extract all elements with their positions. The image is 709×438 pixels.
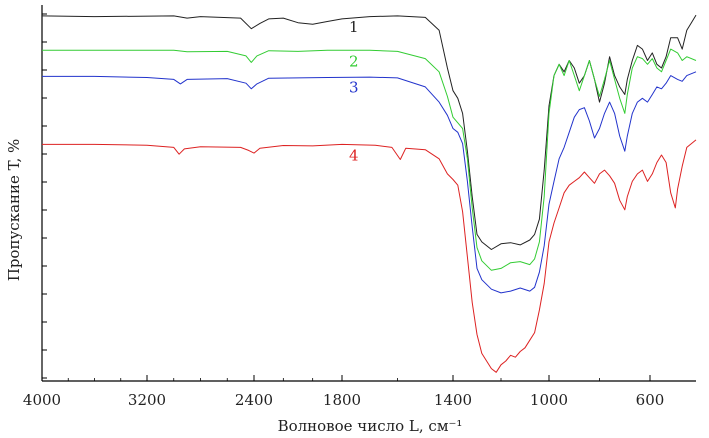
x-tick-label-1400: 1400 — [434, 391, 472, 409]
series-label-2: 2 — [349, 52, 359, 70]
x-axis-title: Волновое число L, см⁻¹ — [278, 417, 463, 435]
series-labels: 1 2 3 4 — [349, 18, 359, 165]
series-label-4: 4 — [349, 146, 359, 164]
series-line-1 — [41, 14, 697, 250]
series-label-1: 1 — [349, 18, 359, 36]
x-tick-label-2400: 2400 — [235, 391, 273, 409]
x-tick-label-4000: 4000 — [23, 391, 61, 409]
x-tick-label-1000: 1000 — [530, 391, 568, 409]
series-line-3 — [42, 71, 697, 294]
y-axis-title: Пропускание T, % — [5, 139, 23, 282]
series-label-3: 3 — [349, 78, 359, 96]
y-axis-ticks — [42, 13, 47, 379]
x-tick-label-3200: 3200 — [128, 391, 166, 409]
series-line-2 — [42, 48, 697, 271]
series-line-4 — [42, 139, 697, 373]
axes: 4000 3200 2400 1800 1400 1000 600 — [23, 5, 696, 409]
x-tick-label-600: 600 — [636, 391, 665, 409]
series-group — [41, 14, 697, 373]
x-tick-label-1800: 1800 — [323, 391, 361, 409]
x-axis-ticks: 4000 3200 2400 1800 1400 1000 600 — [23, 375, 664, 409]
